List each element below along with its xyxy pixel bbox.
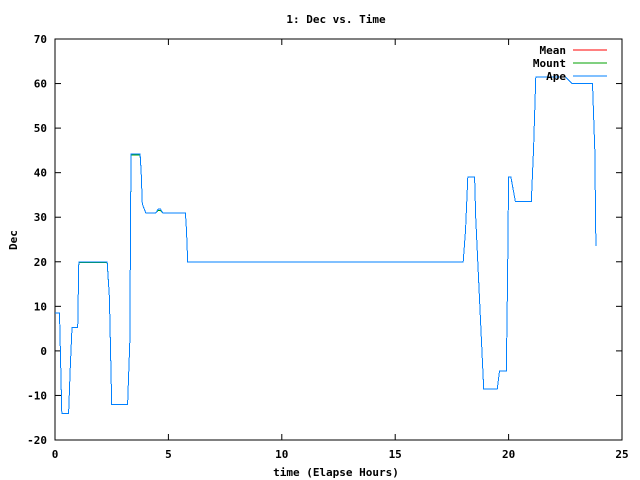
y-tick-label: 70 bbox=[34, 33, 47, 46]
chart-title: 1: Dec vs. Time bbox=[286, 13, 386, 26]
y-axis: -20 -10 0 10 20 30 40 50 60 70 bbox=[27, 33, 622, 447]
y-tick-label: 40 bbox=[34, 167, 47, 180]
legend-label-ape: Ape bbox=[546, 70, 566, 83]
x-tick-label: 20 bbox=[502, 448, 515, 461]
y-tick-label: 50 bbox=[34, 122, 47, 135]
series-lines bbox=[55, 76, 597, 414]
x-tick-label: 25 bbox=[615, 448, 628, 461]
legend-label-mean: Mean bbox=[540, 44, 567, 57]
y-tick-label: 30 bbox=[34, 211, 47, 224]
x-axis: 0 5 10 15 20 25 bbox=[52, 39, 629, 461]
y-tick-label: 10 bbox=[34, 300, 47, 313]
x-axis-label: time (Elapse Hours) bbox=[273, 466, 399, 479]
x-tick-label: 5 bbox=[165, 448, 172, 461]
y-tick-label: -20 bbox=[27, 434, 47, 447]
legend-label-mount: Mount bbox=[533, 57, 566, 70]
y-axis-label: Dec bbox=[7, 230, 20, 250]
y-tick-label: 60 bbox=[34, 78, 47, 91]
x-tick-label: 10 bbox=[275, 448, 288, 461]
x-tick-label: 15 bbox=[389, 448, 402, 461]
series-line-mount bbox=[55, 76, 597, 414]
series-line-ape bbox=[55, 76, 597, 414]
series-line-mean bbox=[55, 76, 597, 414]
plot-frame bbox=[54, 38, 623, 441]
y-tick-label: 20 bbox=[34, 256, 47, 269]
y-tick-label: -10 bbox=[27, 389, 47, 402]
x-tick-label: 0 bbox=[52, 448, 59, 461]
y-tick-label: 0 bbox=[40, 345, 47, 358]
